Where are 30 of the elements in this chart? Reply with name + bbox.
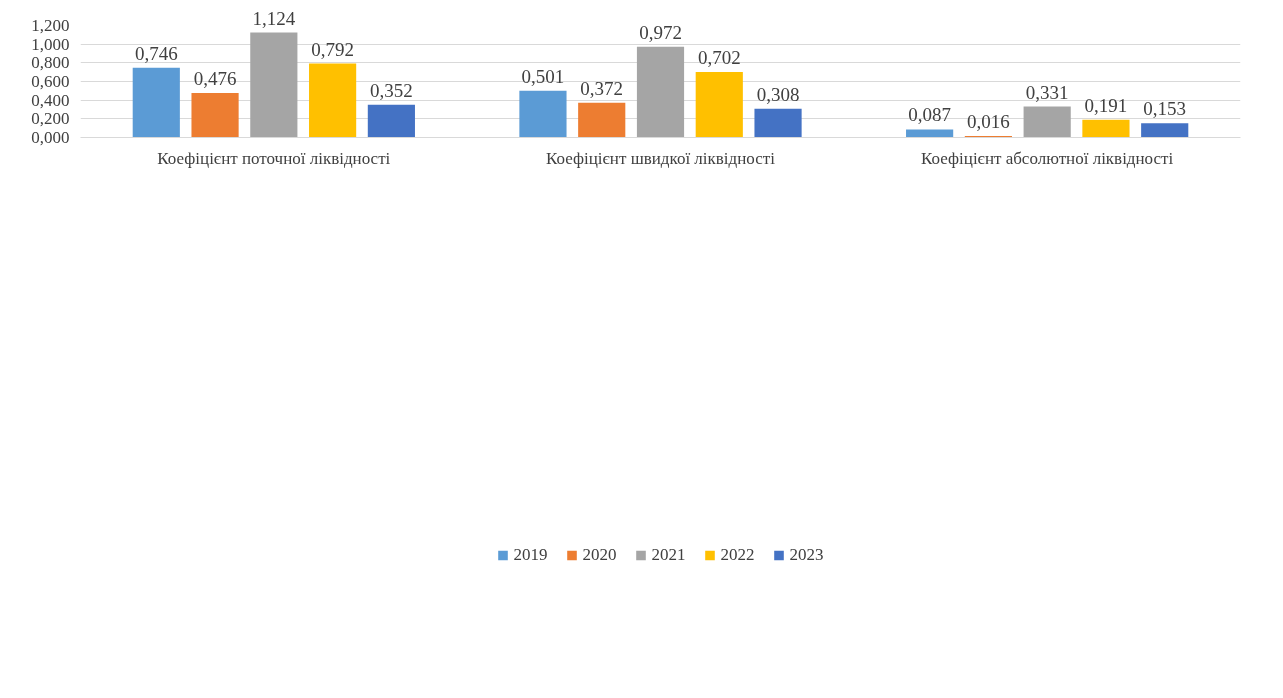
legend-label: 2022 — [720, 545, 755, 565]
data-label: 0,087 — [908, 104, 951, 126]
data-label: 0,153 — [1143, 98, 1187, 120]
x-tick-label: Коефіцієнт швидкої ліквідності — [546, 148, 776, 168]
y-tick-label: 1,200 — [31, 16, 70, 35]
legend-label: 2023 — [789, 545, 824, 565]
data-label: 1,124 — [252, 7, 296, 29]
x-tick-label: Коефіцієнт поточної ліквідності — [157, 148, 391, 168]
data-label: 0,746 — [134, 42, 178, 64]
data-label: 0,702 — [697, 46, 741, 68]
y-tick-label: 1,000 — [31, 34, 70, 54]
legend-label: 2019 — [513, 545, 548, 565]
data-label: 0,372 — [580, 77, 624, 99]
data-label: 0,308 — [756, 83, 800, 105]
data-label: 0,792 — [311, 38, 354, 60]
y-tick-label: 0,400 — [31, 90, 70, 110]
data-label: 0,331 — [1025, 81, 1069, 103]
data-label: 0,016 — [967, 111, 1010, 133]
x-tick-label: Коефіцієнт абсолютної ліквідності — [921, 148, 1174, 168]
y-tick-label: 0,000 — [31, 128, 70, 147]
legend-label: 2021 — [651, 545, 686, 565]
data-label: 0,501 — [521, 65, 565, 87]
data-label: 0,191 — [1084, 94, 1128, 116]
data-label: 0,476 — [193, 68, 237, 90]
y-tick-label: 0,200 — [31, 109, 70, 129]
y-tick-label: 0,600 — [31, 72, 70, 91]
y-tick-label: 0,800 — [31, 53, 70, 73]
data-label: 0,352 — [370, 79, 413, 101]
data-label: 0,972 — [639, 21, 682, 43]
legend-label: 2020 — [582, 545, 617, 565]
